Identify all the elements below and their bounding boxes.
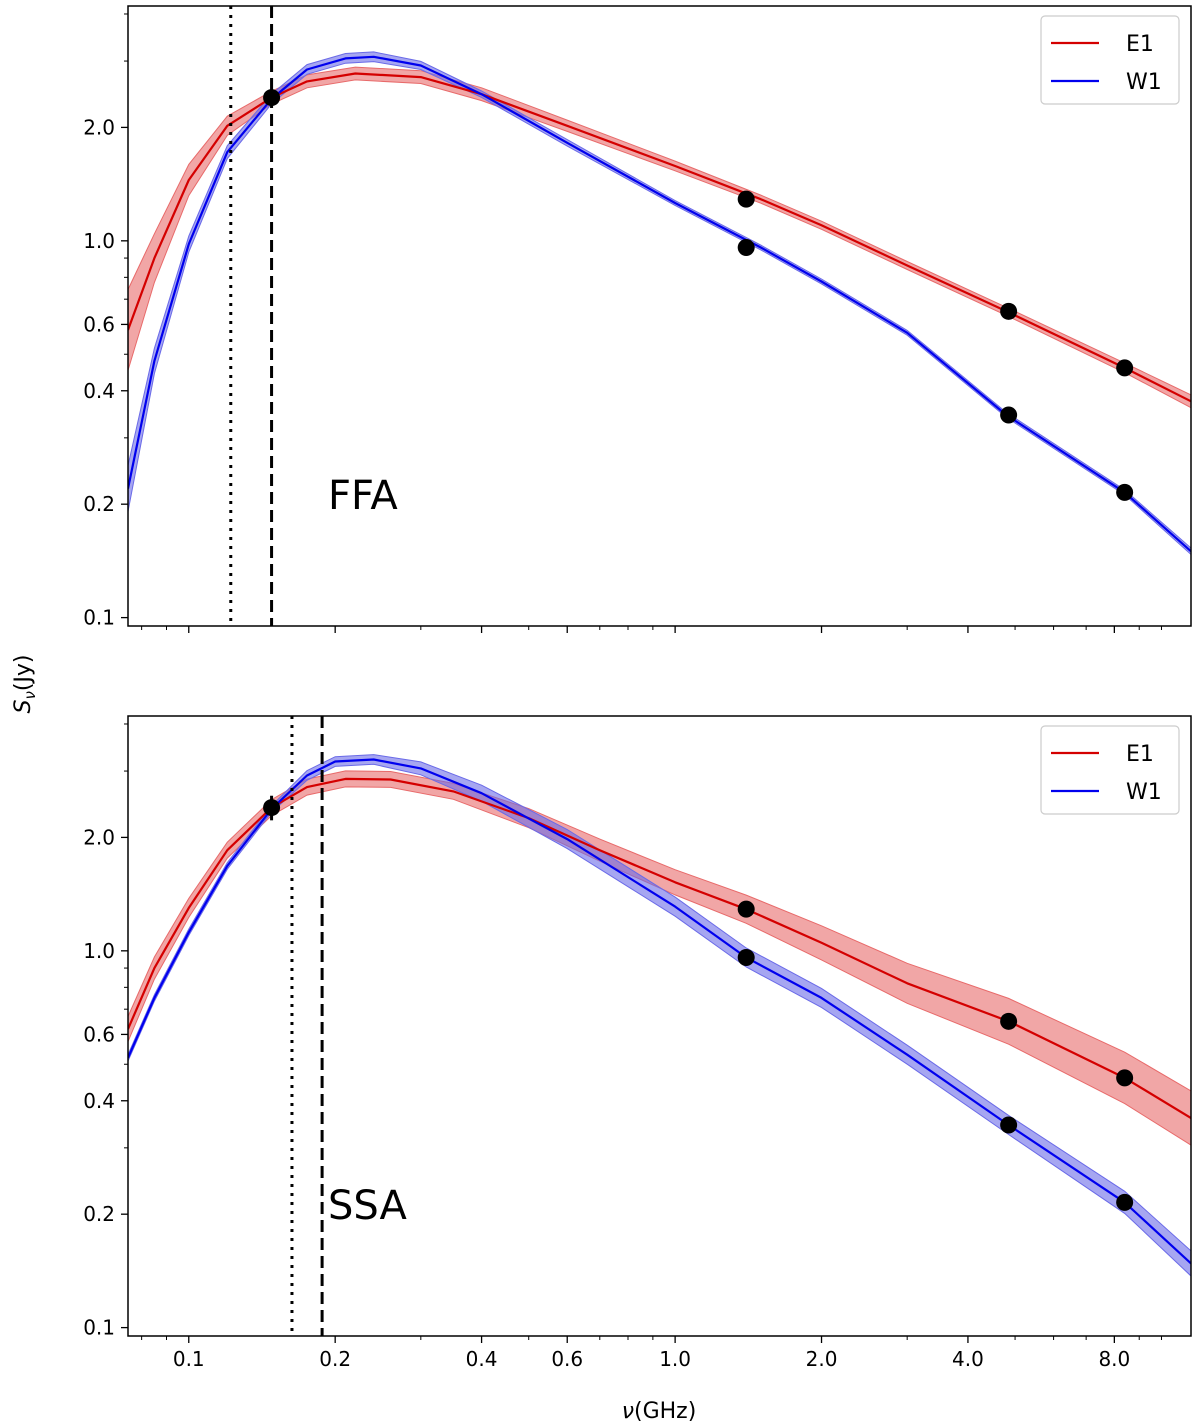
legend: E1 W1	[1040, 725, 1180, 815]
panel-label: FFA	[328, 473, 398, 519]
x-tick-label: 0.6	[551, 1347, 583, 1371]
y-tick-label: 0.2	[83, 1202, 115, 1226]
y-tick-label: 0.1	[83, 606, 115, 630]
y-tick-label: 0.2	[83, 492, 115, 516]
y-tick-label: 2.0	[83, 825, 115, 849]
uncertainty-band-e1	[128, 770, 1191, 1146]
x-tick-label: 1.0	[659, 1347, 691, 1371]
y-tick-label: 0.4	[83, 1089, 115, 1113]
data-point-w1	[737, 239, 755, 257]
uncertainty-band-w1	[128, 754, 1191, 1277]
y-tick-label: 0.4	[83, 379, 115, 403]
data-point-e1	[737, 190, 755, 208]
x-tick-label: 2.0	[806, 1347, 838, 1371]
data-point-w1	[1116, 1193, 1134, 1211]
plot-area	[128, 6, 1191, 626]
panel-ffa: 0.1 0.2 0.4 0.6 1.0 2.0 FFA E1 W1	[83, 5, 1192, 633]
data-point-e1	[1116, 359, 1134, 377]
y-tick-label: 0.6	[83, 1022, 115, 1046]
data-point-w1	[1000, 406, 1018, 424]
x-tick-label: 0.2	[319, 1347, 351, 1371]
data-point-w1	[1116, 483, 1134, 501]
data-point-e1	[1000, 302, 1018, 320]
series-line-w1	[128, 758, 1191, 1265]
panel-ssa: 0.1 0.2 0.4 0.6 1.0 2.0 4.0 8.0 0.1 0.2 0.4 0.6 1.0 2…	[83, 715, 1192, 1371]
y-tick-label: 1.0	[83, 229, 115, 253]
data-point-w1	[737, 949, 755, 967]
axes-frame	[127, 715, 1192, 1337]
uncertainty-band-e1	[128, 66, 1191, 409]
x-tick-label: 0.4	[466, 1347, 498, 1371]
series-line-w1	[128, 55, 1191, 553]
y-tick-label: 0.1	[83, 1316, 115, 1340]
panel-label: SSA	[328, 1183, 408, 1229]
y-axis-label: Sν(Jy)	[11, 654, 39, 713]
legend-label-e1: E1	[1126, 742, 1154, 767]
data-point-w1	[1000, 1116, 1018, 1134]
plot-area	[128, 716, 1191, 1336]
y-tick-label: 1.0	[83, 939, 115, 963]
uncertainty-band-w1	[128, 51, 1191, 556]
x-tick-label: 4.0	[952, 1347, 984, 1371]
series-line-e1	[128, 72, 1191, 403]
legend-label-w1: W1	[1126, 780, 1162, 805]
y-tick-label: 0.6	[83, 312, 115, 336]
series-line-e1	[128, 777, 1191, 1119]
data-point-e1	[263, 89, 281, 107]
legend-label-w1: W1	[1126, 70, 1162, 95]
legend-label-e1: E1	[1126, 32, 1154, 57]
data-point-e1	[737, 900, 755, 918]
axes-frame	[127, 5, 1192, 627]
data-point-e1	[1000, 1012, 1018, 1030]
x-axis-label: ν(GHz)	[622, 1399, 697, 1424]
y-tick-label: 2.0	[83, 115, 115, 139]
legend: E1 W1	[1040, 15, 1180, 105]
data-point-e1	[1116, 1069, 1134, 1087]
x-tick-label: 0.1	[173, 1347, 205, 1371]
data-point-e1	[263, 799, 281, 817]
x-tick-label: 8.0	[1098, 1347, 1130, 1371]
